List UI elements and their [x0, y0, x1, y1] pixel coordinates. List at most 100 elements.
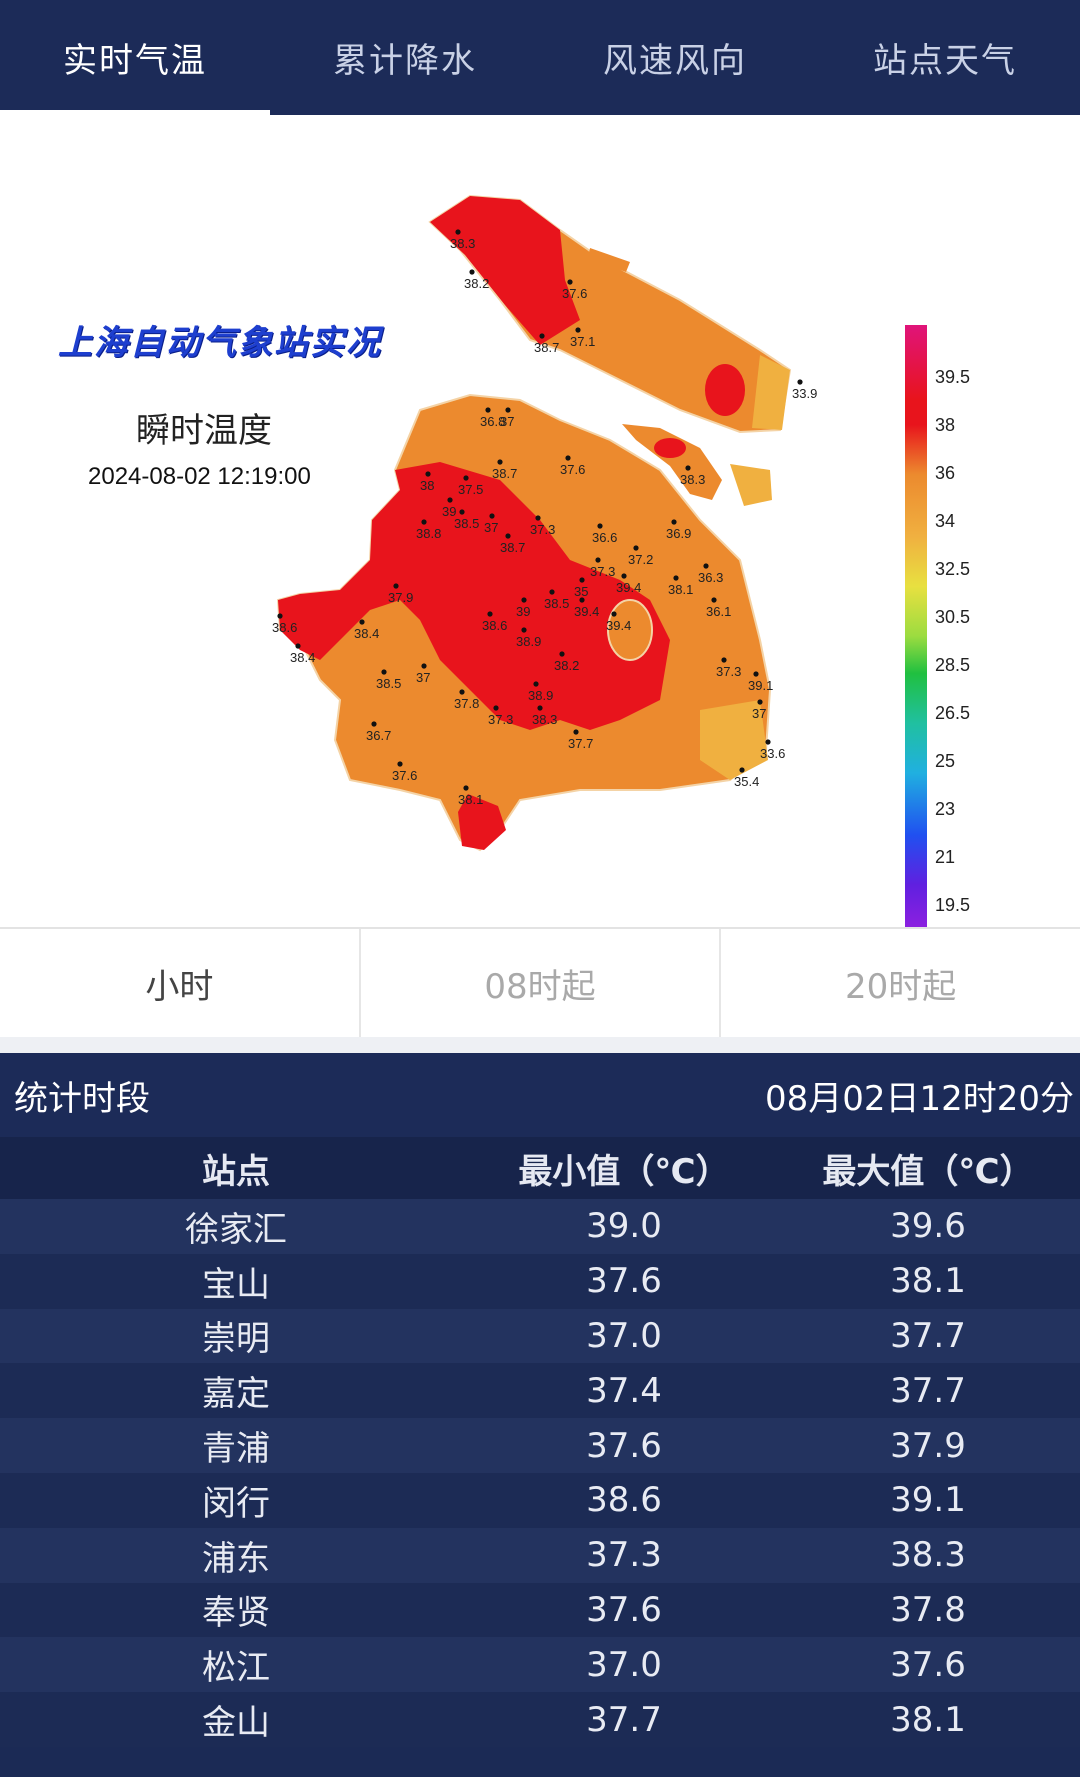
station-dot [489, 513, 495, 519]
station-value: 38.7 [500, 540, 525, 555]
station-marker: 38.5 [454, 509, 479, 531]
station-dot [535, 515, 541, 521]
table-row[interactable]: 浦东 37.3 38.3 [0, 1527, 1080, 1583]
station-value: 38.4 [354, 626, 379, 641]
tab-realtime-temperature[interactable]: 实时气温 [0, 0, 270, 115]
station-marker: 38.1 [458, 785, 483, 807]
station-marker: 37 [484, 513, 498, 535]
stats-period-label: 统计时段 [14, 1078, 150, 1119]
station-marker: 38.1 [668, 575, 693, 597]
table-row[interactable]: 金山 37.7 38.1 [0, 1692, 1080, 1747]
station-dot [579, 597, 585, 603]
station-dot [565, 455, 571, 461]
tab-wind[interactable]: 风速风向 [603, 41, 747, 81]
table-row[interactable]: 宝山 37.6 38.1 [0, 1253, 1080, 1309]
station-value: 37.9 [388, 590, 413, 605]
station-dot [463, 475, 469, 481]
station-value: 38.5 [544, 596, 569, 611]
station-value: 38.5 [376, 676, 401, 691]
station-value: 37.5 [458, 482, 483, 497]
header-max: 最大值（℃） [822, 1151, 1034, 1192]
table-row[interactable]: 奉贤 37.6 37.8 [0, 1582, 1080, 1638]
station-dot [521, 627, 527, 633]
station-value: 38.6 [482, 618, 507, 633]
table-body: 徐家汇 39.0 39.6 宝山 37.6 38.1 崇明 37.0 37.7 嘉定 37.4… [0, 1199, 1080, 1747]
station-value: 38.4 [290, 650, 315, 665]
station-dot [721, 657, 727, 663]
station-dot [633, 545, 639, 551]
station-value: 36.1 [706, 604, 731, 619]
station-dot [359, 619, 365, 625]
stats-period-header: 统计时段 08月02日12时20分 [0, 1053, 1080, 1137]
mode-since-20[interactable]: 20时起 [845, 966, 957, 1007]
cell-min: 37.4 [586, 1370, 662, 1411]
tab-accumulated-precipitation[interactable]: 累计降水 [333, 41, 477, 81]
station-dot [381, 669, 387, 675]
cell-max: 37.7 [890, 1315, 966, 1356]
legend-label-23: 23 [935, 799, 956, 819]
station-dot [455, 229, 461, 235]
cell-station: 闵行 [202, 1483, 270, 1524]
station-value: 38.6 [272, 620, 297, 635]
station-dot [575, 327, 581, 333]
station-marker: 38.4 [354, 619, 379, 641]
cell-min: 37.6 [586, 1261, 662, 1302]
station-marker: 35 [574, 577, 588, 599]
station-value: 39.4 [574, 604, 599, 619]
station-value: 39.4 [606, 618, 631, 633]
station-value: 35.4 [734, 774, 759, 789]
station-value: 37.3 [590, 564, 615, 579]
station-dot [393, 583, 399, 589]
station-dot [469, 269, 475, 275]
cell-station: 宝山 [202, 1264, 270, 1305]
station-marker: 38.9 [528, 681, 553, 703]
legend-label-28-5: 28.5 [935, 655, 971, 675]
cell-station: 徐家汇 [185, 1209, 287, 1250]
station-marker: 36.7 [366, 721, 391, 743]
station-marker: 36.8 [480, 407, 505, 429]
station-marker: 38.8 [416, 519, 441, 541]
station-marker: 33.9 [792, 379, 817, 401]
cell-max: 37.7 [890, 1370, 966, 1411]
cell-min: 37.0 [586, 1644, 662, 1685]
station-value: 37.7 [568, 736, 593, 751]
table-row[interactable]: 松江 37.0 37.6 [0, 1637, 1080, 1693]
station-marker: 36.3 [698, 563, 723, 585]
map-title: 上海自动气象站实况 [58, 323, 382, 363]
station-marker: 39.4 [574, 597, 599, 619]
station-value: 36.6 [592, 530, 617, 545]
station-marker: 38.5 [376, 669, 401, 691]
mode-hourly[interactable]: 小时 [0, 929, 361, 1037]
map-region-hengsha [730, 464, 772, 506]
cell-max: 39.1 [890, 1480, 966, 1521]
station-dot [459, 509, 465, 515]
station-value: 37 [500, 414, 514, 429]
station-dot [579, 577, 585, 583]
cell-min: 39.0 [586, 1206, 662, 1247]
station-marker: 38 [420, 471, 434, 493]
table-row[interactable]: 青浦 37.6 37.9 [0, 1418, 1080, 1473]
station-dot [505, 533, 511, 539]
table-row[interactable]: 崇明 37.0 37.7 [0, 1308, 1080, 1364]
station-value: 37.3 [530, 522, 555, 537]
legend-label-36: 36 [935, 463, 956, 483]
station-marker: 37.2 [628, 545, 653, 567]
station-value: 36.9 [666, 526, 691, 541]
station-dot [753, 671, 759, 677]
station-dot [397, 761, 403, 767]
table-row[interactable]: 闵行 38.6 39.1 [0, 1472, 1080, 1528]
station-value: 38.9 [528, 688, 553, 703]
table-row[interactable]: 徐家汇 39.0 39.6 [0, 1199, 1080, 1254]
table-row[interactable]: 嘉定 37.4 37.7 [0, 1363, 1080, 1419]
tab-station-weather[interactable]: 站点天气 [873, 41, 1017, 81]
station-dot [463, 785, 469, 791]
cell-station: 奉贤 [202, 1593, 270, 1634]
mode-since-08[interactable]: 08时起 [361, 929, 722, 1037]
station-value: 39.4 [616, 580, 641, 595]
station-value: 38.1 [458, 792, 483, 807]
station-marker: 37.1 [570, 327, 595, 349]
cell-station: 松江 [202, 1648, 270, 1689]
legend-color-bar [905, 325, 927, 927]
top-tab-bar: 实时气温 累计降水 风速风向 站点天气 [0, 0, 1080, 115]
